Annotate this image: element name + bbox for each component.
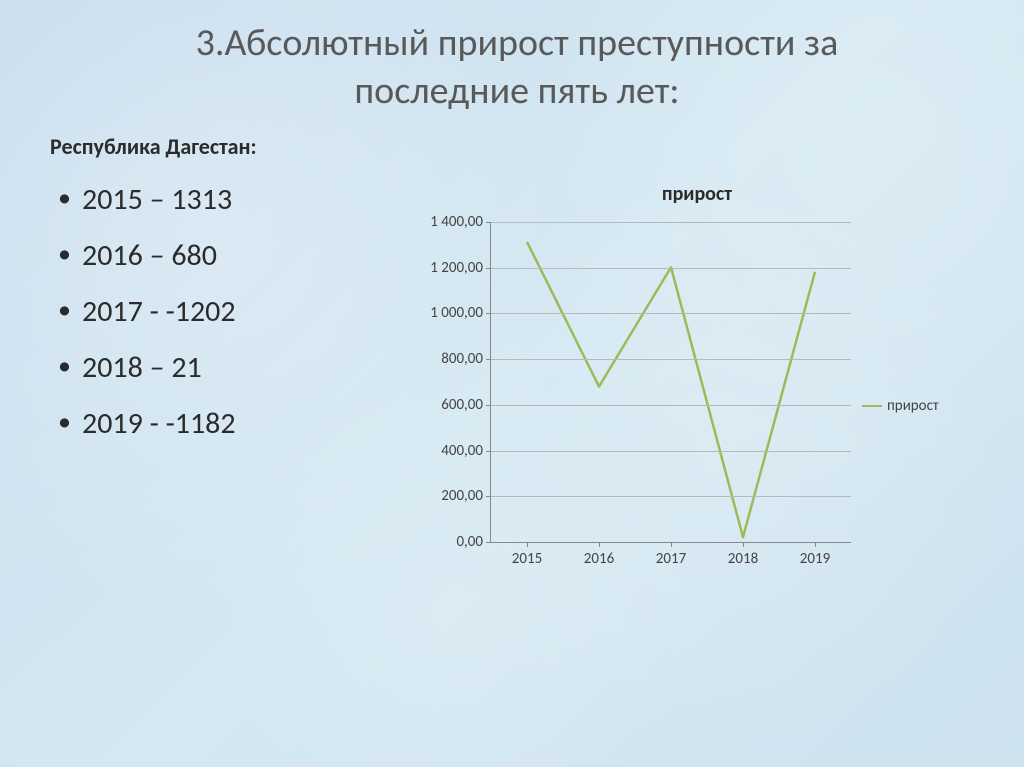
x-tick-label: 2018 <box>728 542 758 568</box>
bullet-list: 2015 – 1313 2016 – 680 2017 - -1202 2018… <box>50 182 410 442</box>
grid-line <box>491 313 851 314</box>
x-tick-label: 2017 <box>656 542 686 568</box>
bullet-item: 2018 – 21 <box>50 350 410 386</box>
chart-title: прирост <box>410 182 984 206</box>
title-line-1: 3.Абсолютный прирост преступности за <box>196 20 839 66</box>
bullet-item: 2016 – 680 <box>50 238 410 274</box>
series-polyline <box>527 242 815 537</box>
y-tick-label: 400,00 <box>413 442 491 460</box>
slide-subtitle: Республика Дагестан: <box>50 133 984 160</box>
legend-swatch <box>862 405 882 407</box>
chart-container: прирост 0,00 200,00 400,00 600,00 800,00 1 00… <box>410 182 984 592</box>
x-tick-label: 2019 <box>800 542 830 568</box>
y-tick-label: 600,00 <box>413 396 491 414</box>
bullet-item: 2019 - -1182 <box>50 406 410 442</box>
grid-line <box>491 222 851 223</box>
plot-area: 0,00200,00400,00600,00800,001 000,001 20… <box>490 222 851 543</box>
content-row: 2015 – 1313 2016 – 680 2017 - -1202 2018… <box>50 182 984 592</box>
grid-line <box>491 451 851 452</box>
line-series <box>491 222 851 542</box>
y-tick-label: 1 200,00 <box>413 259 491 277</box>
title-line-2: последние пять лет: <box>354 68 679 114</box>
grid-line <box>491 496 851 497</box>
bullet-list-container: 2015 – 1313 2016 – 680 2017 - -1202 2018… <box>50 182 410 462</box>
y-tick-label: 800,00 <box>413 350 491 368</box>
grid-line <box>491 359 851 360</box>
grid-line <box>491 268 851 269</box>
y-tick-label: 1 000,00 <box>413 304 491 322</box>
y-tick-label: 1 400,00 <box>413 213 491 231</box>
chart-legend: прирост <box>862 397 939 415</box>
grid-line <box>491 405 851 406</box>
bullet-item: 2017 - -1202 <box>50 294 410 330</box>
y-tick-label: 200,00 <box>413 487 491 505</box>
x-tick-label: 2015 <box>512 542 542 568</box>
x-tick-label: 2016 <box>584 542 614 568</box>
slide-title: 3.Абсолютный прирост преступности за пос… <box>50 20 984 115</box>
bullet-item: 2015 – 1313 <box>50 182 410 218</box>
chart-plot: 0,00 200,00 400,00 600,00 800,00 1 000,00 1 20… <box>410 212 950 592</box>
legend-label: прирост <box>887 397 939 415</box>
y-tick-label: 0,00 <box>413 533 491 551</box>
slide: 3.Абсолютный прирост преступности за пос… <box>0 0 1024 767</box>
